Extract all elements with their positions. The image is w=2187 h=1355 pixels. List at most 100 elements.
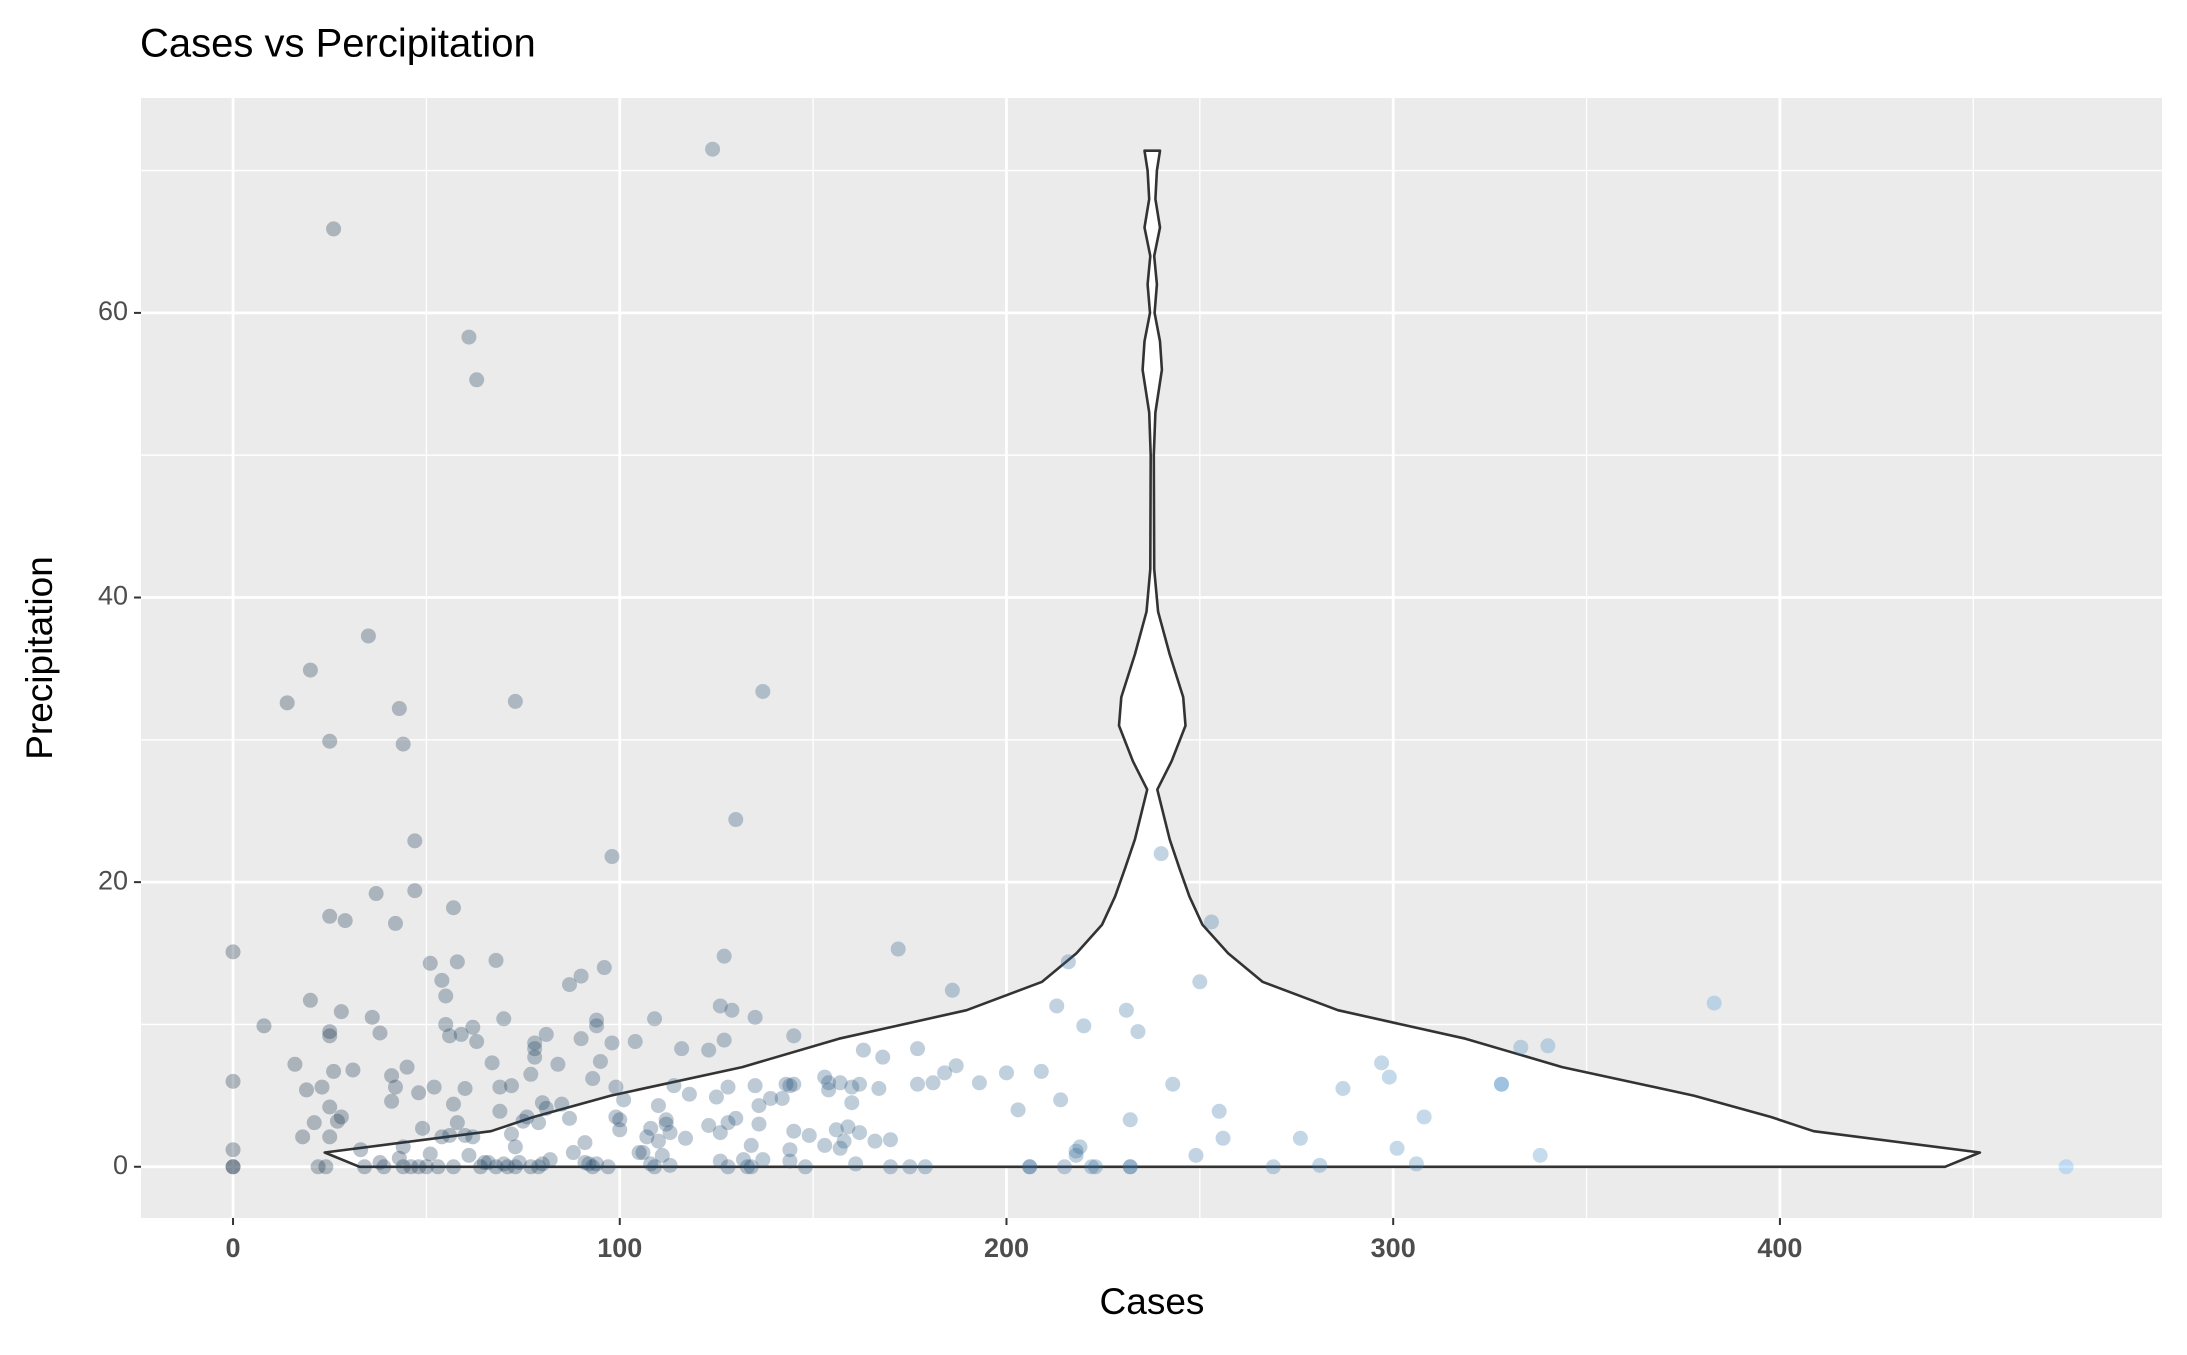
point	[821, 1075, 837, 1091]
point	[608, 1109, 624, 1125]
point	[639, 1129, 655, 1145]
point	[306, 1115, 322, 1131]
point	[310, 1159, 326, 1175]
point	[457, 1127, 473, 1143]
point	[438, 988, 454, 1004]
point	[678, 1130, 694, 1146]
x-tick-label: 200	[984, 1233, 1029, 1263]
point	[357, 1159, 373, 1175]
point	[712, 1153, 728, 1169]
point	[577, 1135, 593, 1151]
point	[519, 1109, 535, 1125]
point	[1374, 1055, 1390, 1071]
point	[890, 941, 906, 957]
point	[844, 1079, 860, 1095]
point	[1493, 1076, 1509, 1092]
point	[701, 1042, 717, 1058]
point	[225, 944, 241, 960]
point	[503, 1078, 519, 1094]
point	[434, 1129, 450, 1145]
point	[399, 1059, 415, 1075]
point	[821, 1082, 837, 1098]
point	[457, 1080, 473, 1096]
point	[345, 1062, 361, 1078]
point	[840, 1119, 856, 1135]
point	[1265, 1159, 1281, 1175]
point	[326, 221, 342, 237]
point	[473, 1159, 489, 1175]
point	[496, 1156, 512, 1172]
point	[902, 1159, 918, 1175]
x-tick-label: 0	[226, 1233, 241, 1263]
point	[565, 1145, 581, 1161]
point	[836, 1133, 852, 1149]
point	[322, 1129, 338, 1145]
point	[658, 1116, 674, 1132]
point	[1033, 1063, 1049, 1079]
point	[465, 1019, 481, 1035]
point	[720, 1079, 736, 1095]
point	[322, 1099, 338, 1115]
point	[469, 372, 485, 388]
point	[391, 1150, 407, 1166]
point	[782, 1078, 798, 1094]
point	[1513, 1039, 1529, 1055]
x-tick-label: 400	[1757, 1233, 1802, 1263]
point	[755, 683, 771, 699]
point	[1335, 1080, 1351, 1096]
point	[650, 1133, 666, 1149]
point	[585, 1159, 601, 1175]
point	[337, 913, 353, 929]
point	[1122, 1159, 1138, 1175]
point	[848, 1156, 864, 1172]
point	[998, 1065, 1014, 1081]
point	[449, 954, 465, 970]
point	[225, 1159, 241, 1175]
point	[1312, 1157, 1328, 1173]
point	[917, 1159, 933, 1175]
point	[531, 1159, 547, 1175]
point	[596, 960, 612, 976]
point	[1118, 1002, 1134, 1018]
point	[712, 998, 728, 1014]
point	[875, 1049, 891, 1065]
point	[364, 1009, 380, 1025]
point	[554, 1096, 570, 1112]
y-axis-label: Precipitation	[19, 556, 60, 760]
point	[1389, 1140, 1405, 1156]
point	[1165, 1076, 1181, 1092]
point	[786, 1028, 802, 1044]
point	[705, 141, 721, 157]
point	[287, 1056, 303, 1072]
point	[1188, 1147, 1204, 1163]
point	[871, 1080, 887, 1096]
point	[589, 1018, 605, 1034]
point	[1084, 1159, 1100, 1175]
point	[786, 1123, 802, 1139]
point	[712, 1125, 728, 1141]
point	[674, 1041, 690, 1057]
point	[604, 1035, 620, 1051]
point	[801, 1127, 817, 1143]
point	[561, 977, 577, 993]
point	[445, 1159, 461, 1175]
point	[1072, 1139, 1088, 1155]
point	[1192, 974, 1208, 990]
point	[716, 948, 732, 964]
point	[720, 1115, 736, 1131]
point	[333, 1004, 349, 1020]
point	[391, 701, 407, 717]
x-tick-label: 300	[1371, 1233, 1416, 1263]
point	[376, 1159, 392, 1175]
point	[438, 1016, 454, 1032]
point	[523, 1159, 539, 1175]
point	[925, 1075, 941, 1091]
point	[507, 693, 523, 709]
point	[1493, 1076, 1509, 1092]
point	[395, 1159, 411, 1175]
point	[1049, 998, 1065, 1014]
point	[442, 1028, 458, 1044]
point	[314, 1079, 330, 1095]
point	[631, 1145, 647, 1161]
